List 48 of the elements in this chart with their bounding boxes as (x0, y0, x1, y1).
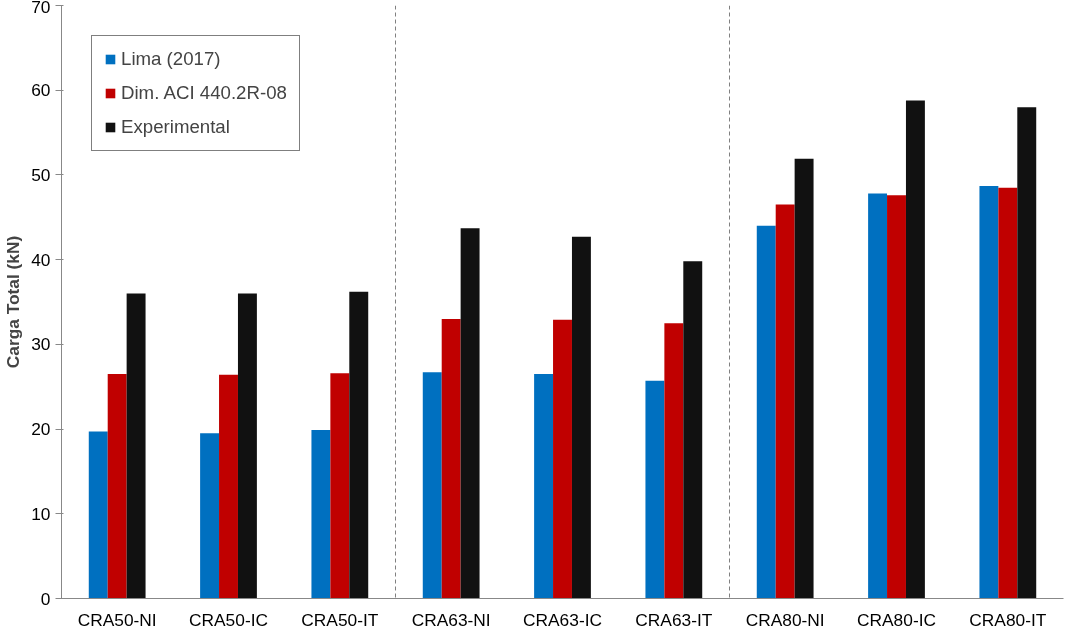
bar (571, 236, 591, 599)
x-tick-label: CRA63-IT (635, 609, 713, 630)
bar (645, 380, 665, 599)
y-axis-title: Carga Total (kN) (3, 235, 24, 369)
bar (349, 291, 369, 599)
bar (756, 225, 776, 599)
y-tick-label: 20 (31, 419, 51, 440)
bar (683, 261, 703, 599)
bar (237, 293, 257, 599)
x-tick-label: CRA80-NI (745, 609, 825, 630)
bar (775, 204, 795, 599)
bar (664, 323, 684, 599)
y-tick-label: 50 (31, 164, 51, 185)
bar (311, 429, 331, 599)
x-tick-label: CRA80-IC (857, 609, 936, 630)
bar (887, 195, 906, 599)
bar (1017, 107, 1037, 599)
bar (107, 374, 127, 599)
bar (126, 293, 146, 599)
legend-label: Experimental (121, 116, 230, 138)
x-tick-label: CRA50-IC (189, 609, 268, 630)
bar (998, 187, 1018, 599)
legend-label: Dim. ACI 440.2R-08 (121, 82, 287, 104)
y-tick-label: 40 (31, 249, 51, 270)
y-tick-label: 10 (31, 503, 51, 524)
bar (868, 193, 888, 599)
x-tick-label: CRA80-IT (969, 609, 1047, 630)
bar (88, 431, 108, 599)
bar (330, 373, 350, 599)
x-tick-label: CRA50-NI (77, 609, 157, 630)
bar (441, 318, 461, 599)
bar (979, 185, 999, 599)
bar (534, 374, 554, 599)
x-tick-label: CRA63-NI (411, 609, 491, 630)
y-tick-label: 30 (31, 334, 51, 355)
bar (553, 319, 572, 599)
bar (422, 372, 442, 599)
x-tick-label: CRA63-IC (523, 609, 602, 630)
y-tick-label: 60 (31, 80, 51, 101)
bar (200, 433, 220, 599)
bar (219, 374, 238, 599)
bar (905, 100, 925, 599)
bar (460, 228, 480, 599)
y-tick-label: 70 (31, 0, 51, 17)
y-tick-label: 0 (40, 588, 51, 609)
bar (794, 158, 814, 599)
legend-label: Lima (2017) (121, 48, 221, 70)
x-tick-label: CRA50-IT (301, 609, 379, 630)
